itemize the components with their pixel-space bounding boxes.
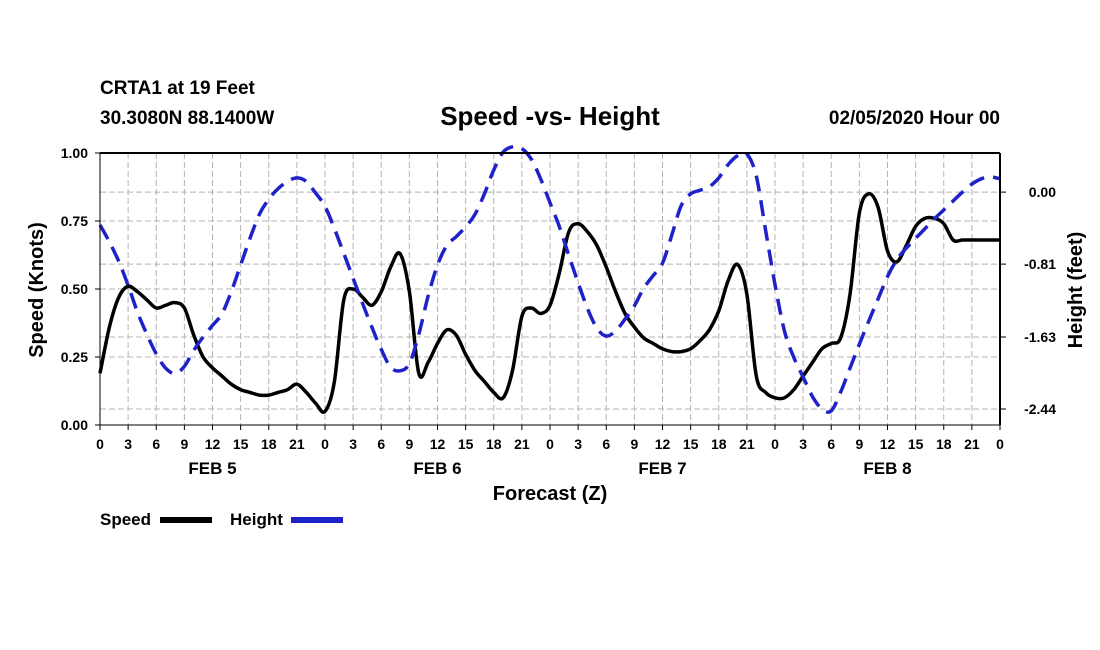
grid-lines <box>100 153 1000 425</box>
x-tick-label: 0 <box>771 436 779 452</box>
y-tick-label: 0.50 <box>61 281 88 297</box>
y2-tick-label: -2.44 <box>1024 401 1056 417</box>
x-tick-label: 21 <box>739 436 755 452</box>
day-label: FEB 8 <box>863 459 911 478</box>
day-label: FEB 7 <box>638 459 686 478</box>
x-tick-label: 6 <box>152 436 160 452</box>
y-axis-title: Speed (Knots) <box>26 222 48 358</box>
axes: 0 3 6 9 12 15 18 21 0 3 6 9 12 15 18 21 0 3 6 9 12 15 18 21 0 3 6 9… <box>61 145 1056 478</box>
y2-tick-label: -1.63 <box>1024 329 1056 345</box>
day-label: FEB 6 <box>413 459 461 478</box>
x-tick-label: 9 <box>180 436 188 452</box>
x-tick-label: 12 <box>655 436 671 452</box>
x-tick-label: 12 <box>430 436 446 452</box>
forecast-date: 02/05/2020 Hour 00 <box>829 108 1000 129</box>
y2-tick-label: 0.00 <box>1029 184 1056 200</box>
x-tick-label: 3 <box>124 436 132 452</box>
x-tick-label: 12 <box>880 436 896 452</box>
legend-speed-label: Speed <box>100 510 151 529</box>
station-title: CRTA1 at 19 Feet <box>100 78 256 99</box>
x-tick-label: 21 <box>964 436 980 452</box>
legend-height-label: Height <box>230 510 283 529</box>
y-tick-label: 0.75 <box>61 213 88 229</box>
day-label: FEB 5 <box>188 459 236 478</box>
x-tick-label: 18 <box>936 436 952 452</box>
x-tick-label: 18 <box>711 436 727 452</box>
x-tick-label: 18 <box>486 436 502 452</box>
x-tick-label: 15 <box>458 436 474 452</box>
x-tick-label: 3 <box>574 436 582 452</box>
x-tick-label: 15 <box>908 436 924 452</box>
station-coordinates: 30.3080N 88.1400W <box>100 108 274 129</box>
x-tick-label: 0 <box>96 436 104 452</box>
x-tick-label: 0 <box>321 436 329 452</box>
height-series-line <box>98 144 1001 414</box>
y-tick-label: 0.25 <box>61 349 88 365</box>
x-tick-label: 21 <box>514 436 530 452</box>
x-tick-label: 9 <box>630 436 638 452</box>
x-tick-label: 6 <box>827 436 835 452</box>
x-tick-label: 6 <box>602 436 610 452</box>
y2-axis-title: Height (feet) <box>1065 232 1087 349</box>
x-tick-label: 21 <box>289 436 305 452</box>
y2-tick-label: -0.81 <box>1024 256 1056 272</box>
x-tick-label: 15 <box>233 436 249 452</box>
y-tick-label: 1.00 <box>61 145 88 161</box>
x-tick-label: 0 <box>546 436 554 452</box>
x-tick-label: 0 <box>996 436 1004 452</box>
x-tick-label: 12 <box>205 436 221 452</box>
chart-title: Speed -vs- Height <box>440 101 660 131</box>
series-lines <box>98 144 1001 414</box>
x-tick-label: 3 <box>349 436 357 452</box>
y-tick-label: 0.00 <box>61 417 88 433</box>
speed-series-line <box>98 191 1000 414</box>
x-tick-label: 15 <box>683 436 699 452</box>
x-axis-title: Forecast (Z) <box>493 483 607 505</box>
x-tick-label: 9 <box>855 436 863 452</box>
x-tick-label: 3 <box>799 436 807 452</box>
legend: Speed Height <box>100 510 343 529</box>
x-tick-label: 6 <box>377 436 385 452</box>
x-tick-label: 18 <box>261 436 277 452</box>
x-tick-label: 9 <box>405 436 413 452</box>
